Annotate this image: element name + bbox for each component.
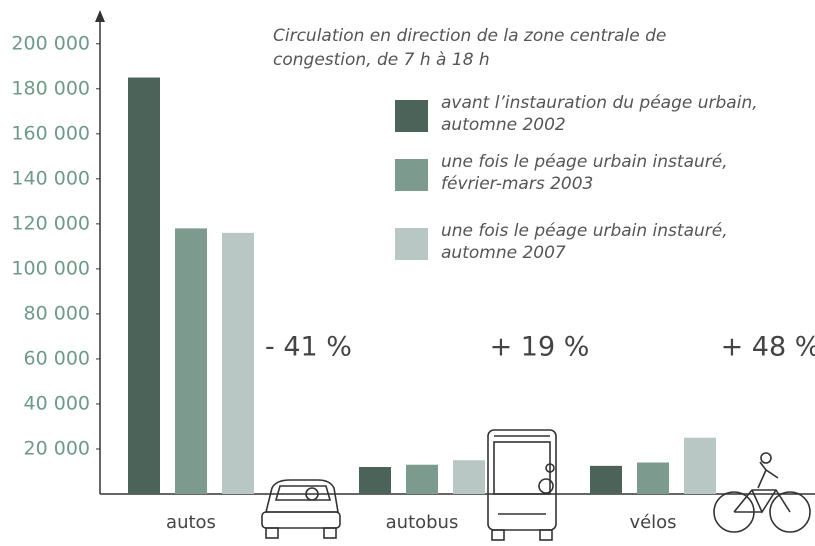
legend-swatch [395,228,428,260]
legend-label: avant l’instauration du péage urbain, au… [441,93,758,135]
bar [359,466,391,494]
annotation: + 19 % [490,332,590,363]
annotation: - 41 % [265,332,352,363]
x-tick-label: autos [166,512,216,533]
y-tick-label: 100 000 [11,257,90,279]
y-tick-label: 20 000 [24,437,90,459]
car-icon [261,479,341,539]
y-tick-label: 120 000 [11,212,90,234]
bike-icon [713,452,811,533]
bar [406,464,438,494]
bar [175,228,207,494]
bar [684,437,716,494]
chart-title: Circulation en direction de la zone cent… [273,26,667,70]
x-tick-label: vélos [629,512,676,533]
y-tick-label: 160 000 [11,122,90,144]
y-tick-label: 180 000 [11,77,90,99]
legend-label: une fois le péage urbain instauré, févri… [441,152,728,194]
x-tick-label: autobus [386,512,459,533]
y-tick-label: 60 000 [24,347,90,369]
bus-icon [487,429,557,541]
y-tick-label: 200 000 [11,32,90,54]
annotation: + 48 % [721,332,815,363]
bar [222,232,254,494]
y-tick-label: 40 000 [24,392,90,414]
bar [637,462,669,494]
bar [453,460,485,494]
bar [590,465,622,494]
y-tick-label: 140 000 [11,167,90,189]
bar [128,77,160,494]
legend-swatch [395,100,428,132]
legend-swatch [395,159,428,191]
legend-label: une fois le péage urbain instauré, autom… [441,221,728,263]
y-axis-arrow [95,10,105,22]
y-tick-label: 80 000 [24,302,90,324]
